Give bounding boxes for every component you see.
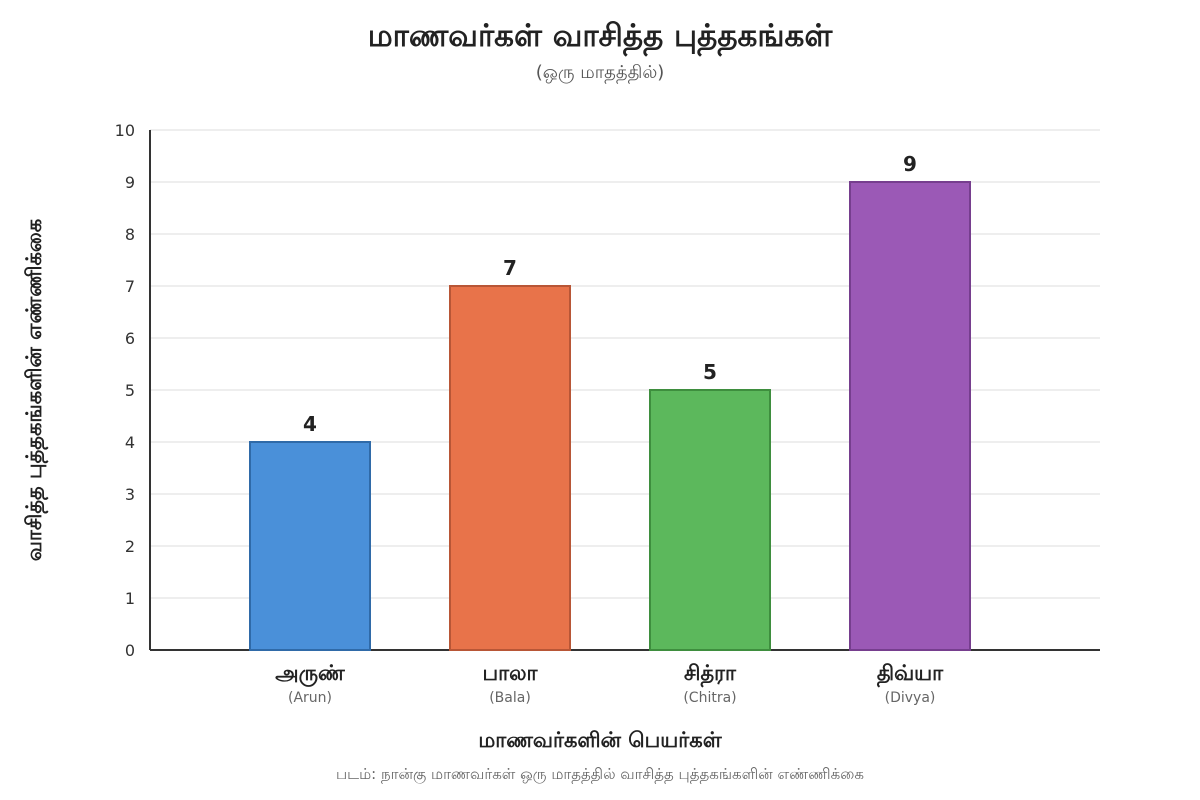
y-tick-label: 4 [125,433,135,452]
y-tick-label: 9 [125,173,135,192]
y-tick-label: 2 [125,537,135,556]
x-tick-sublabel: (Arun) [288,690,332,706]
chart-subtitle: (ஒரு மாதத்தில்) [535,62,665,83]
bar [249,441,371,651]
x-tick-label: அருண் [275,661,345,687]
y-tick-label: 3 [125,485,135,504]
x-tick-label: சித்ரா [684,661,737,688]
data-label: 7 [503,256,517,280]
x-tick-sublabel: (Divya) [885,690,936,706]
y-tick-label: 5 [125,381,135,400]
x-tick-sublabel: (Chitra) [683,690,736,706]
figure-caption: படம்: நான்கு மாணவர்கள் ஒரு மாதத்தில் வாச… [336,765,864,783]
bar [449,285,571,651]
y-tick-label: 8 [125,225,135,244]
x-tick-sublabel: (Bala) [489,690,531,706]
data-label: 9 [903,152,917,176]
data-label: 4 [303,412,317,436]
y-tick-label: 0 [125,641,135,660]
y-tick-label: 7 [125,277,135,296]
data-label: 5 [703,360,717,384]
bar [649,389,771,651]
chart-title: மாணவர்கள் வாசித்த புத்தகங்கள் [367,18,833,54]
y-tick-label: 1 [125,589,135,608]
x-tick-label: திவ்யா [877,661,944,688]
x-tick-label: பாலா [482,661,538,685]
bar [849,181,971,651]
x-axis-label: மாணவர்களின் பெயர்கள் [478,728,722,752]
y-tick-label: 10 [115,121,135,140]
y-tick-label: 6 [125,329,135,348]
